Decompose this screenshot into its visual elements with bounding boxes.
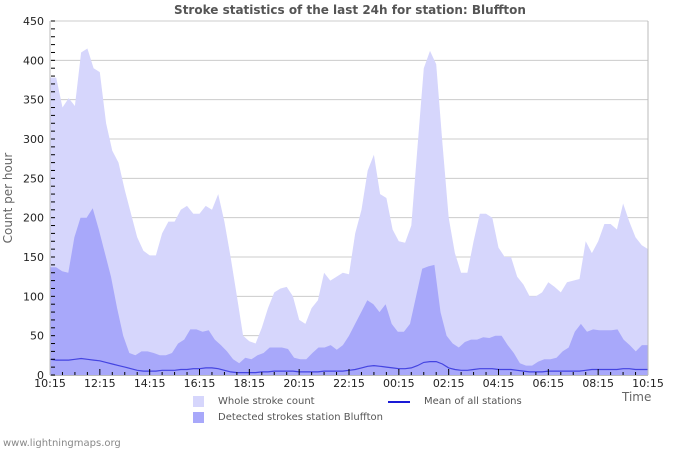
y-axis-title: Count per hour (1, 153, 15, 244)
x-axis-ticks: 10:15 12:15 14:15 16:15 18:15 20:15 22:15 00:15… (34, 369, 664, 390)
chart-title: Stroke statistics of the last 24h for st… (174, 3, 526, 17)
svg-text:200: 200 (23, 212, 44, 225)
svg-text:20:15: 20:15 (283, 377, 315, 390)
svg-text:10:15: 10:15 (632, 377, 664, 390)
svg-text:16:15: 16:15 (184, 377, 216, 390)
svg-text:450: 450 (23, 15, 44, 28)
svg-text:50: 50 (30, 330, 44, 343)
legend-label-detected: Detected strokes station Bluffton (218, 412, 383, 423)
detected-swatch-icon (193, 412, 204, 423)
svg-text:02:15: 02:15 (433, 377, 465, 390)
svg-text:100: 100 (23, 290, 44, 303)
svg-text:0: 0 (37, 369, 44, 382)
svg-text:22:15: 22:15 (333, 377, 365, 390)
svg-text:150: 150 (23, 251, 44, 264)
svg-text:10:15: 10:15 (34, 377, 66, 390)
svg-text:350: 350 (23, 94, 44, 107)
legend-item-mean: Mean of all stations (388, 396, 522, 407)
x-axis-title: Time (621, 390, 651, 404)
axes (49, 21, 649, 376)
legend-label-whole: Whole stroke count (218, 396, 315, 407)
svg-text:18:15: 18:15 (233, 377, 265, 390)
svg-text:00:15: 00:15 (383, 377, 415, 390)
detected-strokes-area (50, 208, 648, 375)
svg-text:300: 300 (23, 133, 44, 146)
svg-text:06:15: 06:15 (532, 377, 564, 390)
whole-stroke-area (50, 48, 648, 375)
footer-link[interactable]: www.lightningmaps.org (3, 438, 121, 449)
legend-item-detected: Detected strokes station Bluffton (193, 412, 383, 423)
legend-item-whole: Whole stroke count (193, 396, 315, 407)
svg-text:08:15: 08:15 (582, 377, 614, 390)
y-axis-ticks: 0 50 100 150 200 250 300 350 400 450 (23, 15, 55, 382)
legend-label-mean: Mean of all stations (424, 396, 522, 407)
mean-line-swatch-icon (388, 400, 410, 403)
svg-text:12:15: 12:15 (84, 377, 116, 390)
svg-text:04:15: 04:15 (483, 377, 515, 390)
whole-swatch-icon (193, 396, 204, 407)
svg-text:400: 400 (23, 54, 44, 67)
svg-text:250: 250 (23, 172, 44, 185)
svg-text:14:15: 14:15 (134, 377, 166, 390)
